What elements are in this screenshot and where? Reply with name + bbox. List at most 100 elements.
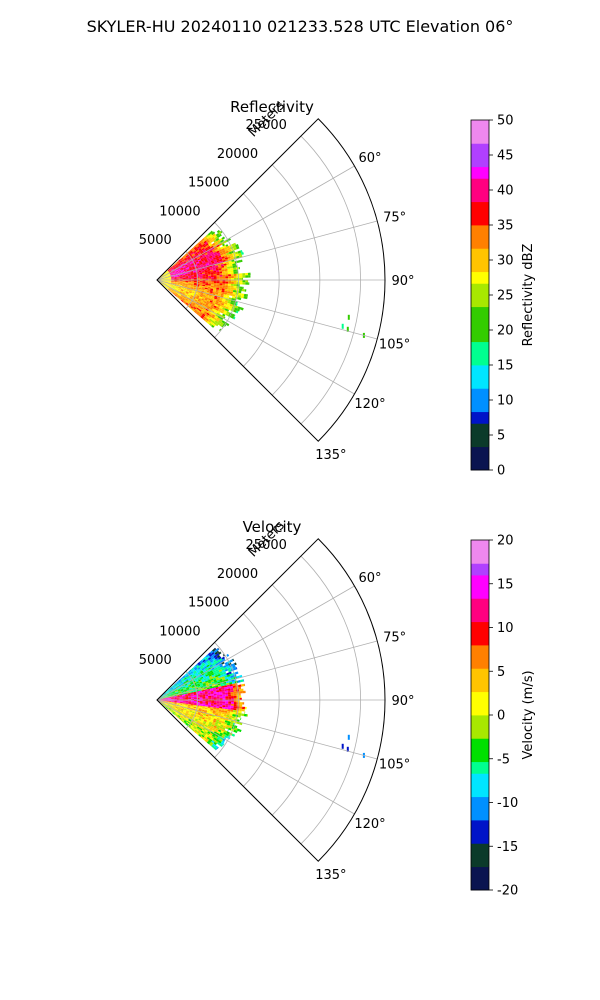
echo-gate (185, 297, 189, 301)
echo-gate (164, 693, 167, 696)
echo-gate (168, 287, 172, 290)
echo-gate (238, 288, 243, 292)
echo-gate (171, 702, 174, 704)
echo-gate (216, 650, 220, 654)
echo-gate (191, 712, 195, 715)
echo-gate (196, 249, 200, 253)
echo-gate (191, 278, 195, 280)
echo-gate (191, 698, 195, 700)
echo-gate (182, 265, 186, 268)
echo-gate (193, 294, 197, 297)
echo-gate (195, 248, 199, 252)
echo-gate (195, 297, 199, 300)
echo-gate (200, 725, 204, 729)
echo-gate (179, 711, 183, 714)
echo-gate (161, 703, 164, 706)
echo-gate (218, 689, 222, 692)
echo-gate (222, 243, 225, 247)
echo-gate (204, 252, 208, 256)
echo-gate (211, 681, 215, 684)
echo-gate (196, 675, 200, 679)
echo-gate (212, 318, 216, 322)
colorbar-band (471, 388, 489, 401)
colorbar-band (471, 715, 489, 728)
echo-gate (211, 320, 215, 324)
echo-gate (220, 302, 225, 306)
echo-gate (201, 298, 205, 301)
azimuth-spoke (156, 279, 378, 340)
echo-gate (181, 271, 185, 273)
echo-gate (231, 733, 236, 737)
echo-gate (207, 688, 211, 691)
echo-gate (184, 258, 188, 261)
echo-gate (202, 262, 206, 266)
echo-gate (185, 700, 189, 702)
echo-gate (179, 695, 183, 698)
velocity-panel: Velocity500010000150002000025000Meters60… (139, 518, 536, 899)
echo-gate (172, 691, 176, 694)
echo-gate (218, 257, 223, 260)
colorbar-band (471, 271, 489, 284)
echo-gate (197, 300, 201, 304)
echo-gate (197, 725, 201, 728)
echo-gate (198, 287, 202, 290)
echo-gate (181, 259, 185, 262)
echo-gate (173, 703, 177, 705)
echo-gate (177, 262, 181, 265)
colorbar-band (471, 761, 489, 774)
echo-gate (193, 286, 197, 289)
echo-gate (168, 282, 172, 283)
echo-gate (247, 272, 251, 276)
echo-gate (226, 323, 230, 327)
echo-gate (174, 294, 177, 297)
echo-gate (183, 710, 186, 713)
echo-gate (204, 271, 208, 274)
echo-gate (191, 728, 195, 732)
echo-gate (162, 282, 165, 284)
echo-gate (170, 710, 173, 713)
echo-gate (165, 696, 168, 698)
echo-gate (168, 698, 172, 700)
echo-field (157, 647, 365, 758)
echo-gate (177, 708, 181, 711)
echo-gate (183, 269, 187, 272)
echo-gate (173, 266, 176, 269)
echo-gate (170, 284, 174, 287)
colorbar-band (471, 201, 489, 214)
echo-gate (179, 702, 183, 705)
echo-gate (215, 662, 219, 666)
echo-gate (200, 712, 204, 715)
echo-gate (229, 713, 233, 716)
echo-gate (218, 721, 222, 725)
echo-gate (174, 277, 177, 279)
echo-gate (170, 276, 174, 278)
echo-gate (199, 312, 203, 316)
radial-tick-label: 15000 (188, 596, 229, 611)
echo-gate (182, 704, 186, 706)
echo-gate (206, 307, 210, 310)
echo-gate (185, 674, 189, 677)
colorbar-band (471, 446, 489, 459)
echo-gate (162, 282, 165, 284)
echo-gate (159, 276, 162, 279)
echo-gate (233, 282, 237, 285)
echo-gate (159, 280, 163, 281)
echo-gate (171, 269, 175, 272)
echo-gate (172, 271, 176, 274)
colorbar-tick-label: -5 (497, 752, 510, 767)
echo-gate (176, 698, 180, 700)
colorbar-band (471, 668, 489, 681)
echo-gate (190, 300, 194, 304)
echo-gate (173, 275, 177, 277)
echo-gate (190, 703, 194, 705)
echo-gate (190, 274, 194, 276)
echo-gate (179, 280, 183, 282)
echo-gate (162, 282, 165, 284)
echo-gate (181, 299, 185, 302)
echo-gate (217, 731, 221, 734)
echo-gate (192, 722, 196, 725)
echo-gate (219, 701, 223, 704)
echo-gate (224, 675, 228, 678)
echo-gate (227, 692, 231, 695)
echo-gate (198, 723, 203, 726)
